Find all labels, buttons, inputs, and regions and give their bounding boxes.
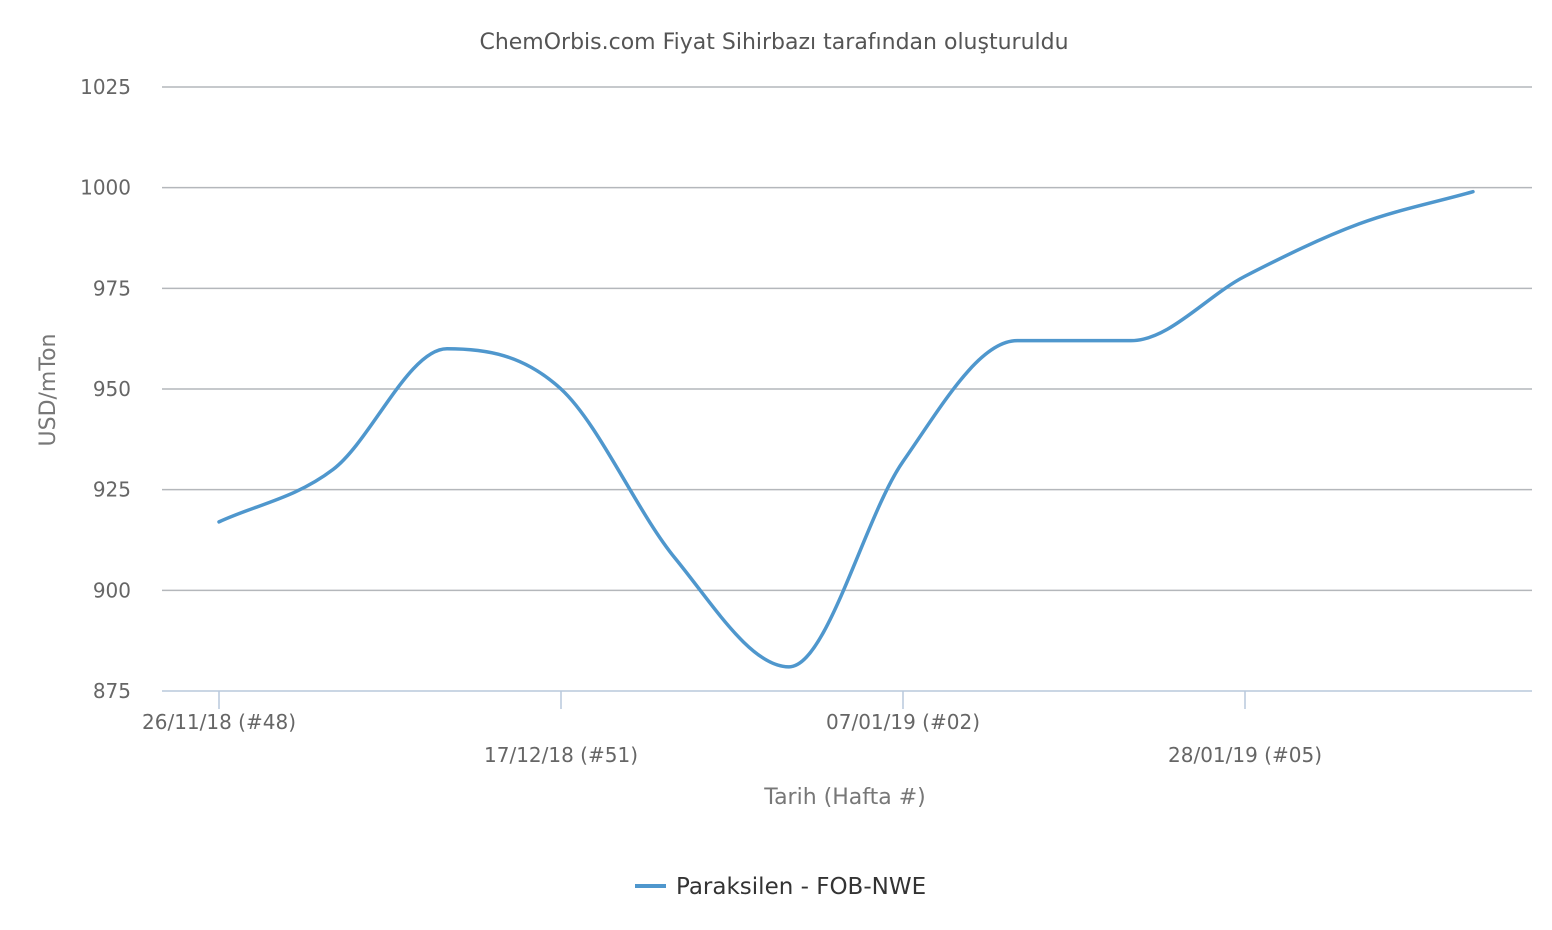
x-tick-label-1: 17/12/18 (#51) [484,743,638,767]
y-tick-label-925: 925 [93,478,131,502]
y-axis-title: USD/mTon [36,334,61,447]
x-tick-label-0: 26/11/18 (#48) [142,710,296,734]
data-point-9[interactable] [1237,268,1253,284]
y-axis-ticks: 875 900 925 950 975 1000 1025 [80,75,131,703]
x-tick-label-2: 07/01/19 (#02) [826,710,980,734]
legend-label: Paraksilen - FOB-NWE [676,874,926,900]
data-point-4[interactable] [667,550,683,566]
data-point-6[interactable] [895,453,911,469]
data-point-5[interactable] [781,659,797,675]
data-point-8[interactable] [1123,333,1139,349]
chart-title: ChemOrbis.com Fiyat Sihirbazı tarafından… [479,30,1068,55]
x-axis-ticks: 26/11/18 (#48) 17/12/18 (#51) 07/01/19 (#0… [142,691,1322,767]
data-point-10[interactable] [1351,216,1367,232]
y-tick-label-950: 950 [93,377,131,401]
data-point-11[interactable] [1465,184,1481,200]
y-tick-label-900: 900 [93,578,131,602]
data-point-0[interactable] [211,514,227,530]
series-line-0[interactable] [217,189,1475,669]
data-point-2[interactable] [439,341,455,357]
y-tick-label-1025: 1025 [80,75,131,99]
series-layer [211,184,1481,675]
data-point-1[interactable] [325,462,341,478]
data-point-3[interactable] [553,381,569,397]
data-point-7[interactable] [1009,333,1025,349]
y-tick-label-1000: 1000 [80,176,131,200]
y-tick-label-875: 875 [93,679,131,703]
y-tick-label-975: 975 [93,276,131,300]
legend[interactable]: Paraksilen - FOB-NWE [635,874,926,900]
x-tick-label-3: 28/01/19 (#05) [1168,743,1322,767]
x-axis-title: Tarih (Hafta #) [763,785,925,810]
grid-lines [162,86,1532,692]
